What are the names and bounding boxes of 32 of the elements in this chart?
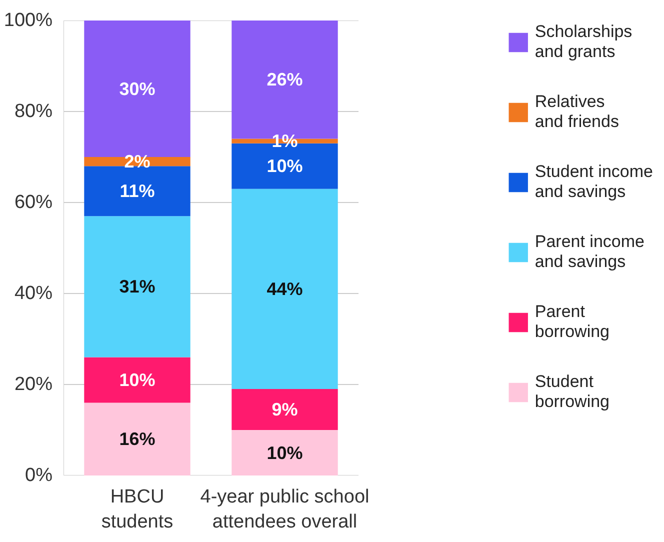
y-tick-label: 100% — [4, 10, 53, 31]
y-tick-label: 80% — [14, 101, 53, 122]
bar — [84, 166, 190, 216]
y-tick-label: 0% — [25, 465, 53, 486]
bar — [232, 188, 338, 390]
legend-label: Scholarships and grants — [534, 21, 632, 63]
data-label: 1% — [272, 131, 298, 152]
bar — [232, 430, 338, 476]
y-tick-label: 20% — [14, 374, 53, 395]
bar — [84, 402, 190, 476]
data-label: 10% — [266, 156, 303, 176]
bar — [84, 357, 190, 403]
data-label: 44% — [266, 278, 303, 299]
bar — [84, 216, 190, 358]
x-tick-label: HBCU students — [101, 486, 174, 533]
data-label: 11% — [120, 181, 155, 202]
legend-label: Parent income and savings — [534, 231, 644, 273]
bar — [232, 389, 338, 430]
legend-label: Student income and savings — [534, 161, 653, 203]
data-label: 10% — [266, 442, 303, 463]
data-label: 16% — [119, 429, 156, 450]
data-label: 9% — [272, 400, 298, 420]
y-tick-label: 40% — [14, 283, 53, 304]
legend-label: Relatives and friends — [534, 91, 619, 133]
y-tick-label: 60% — [14, 192, 53, 213]
data-label: 10% — [119, 370, 156, 390]
data-label: 26% — [266, 70, 303, 90]
data-label: 31% — [119, 276, 156, 297]
x-tick-label: 4-year public school attendees overall — [200, 486, 370, 533]
data-label: 30% — [119, 78, 156, 99]
legend-label: Student borrowing — [534, 371, 610, 413]
legend-label: Parent borrowing — [534, 301, 610, 343]
